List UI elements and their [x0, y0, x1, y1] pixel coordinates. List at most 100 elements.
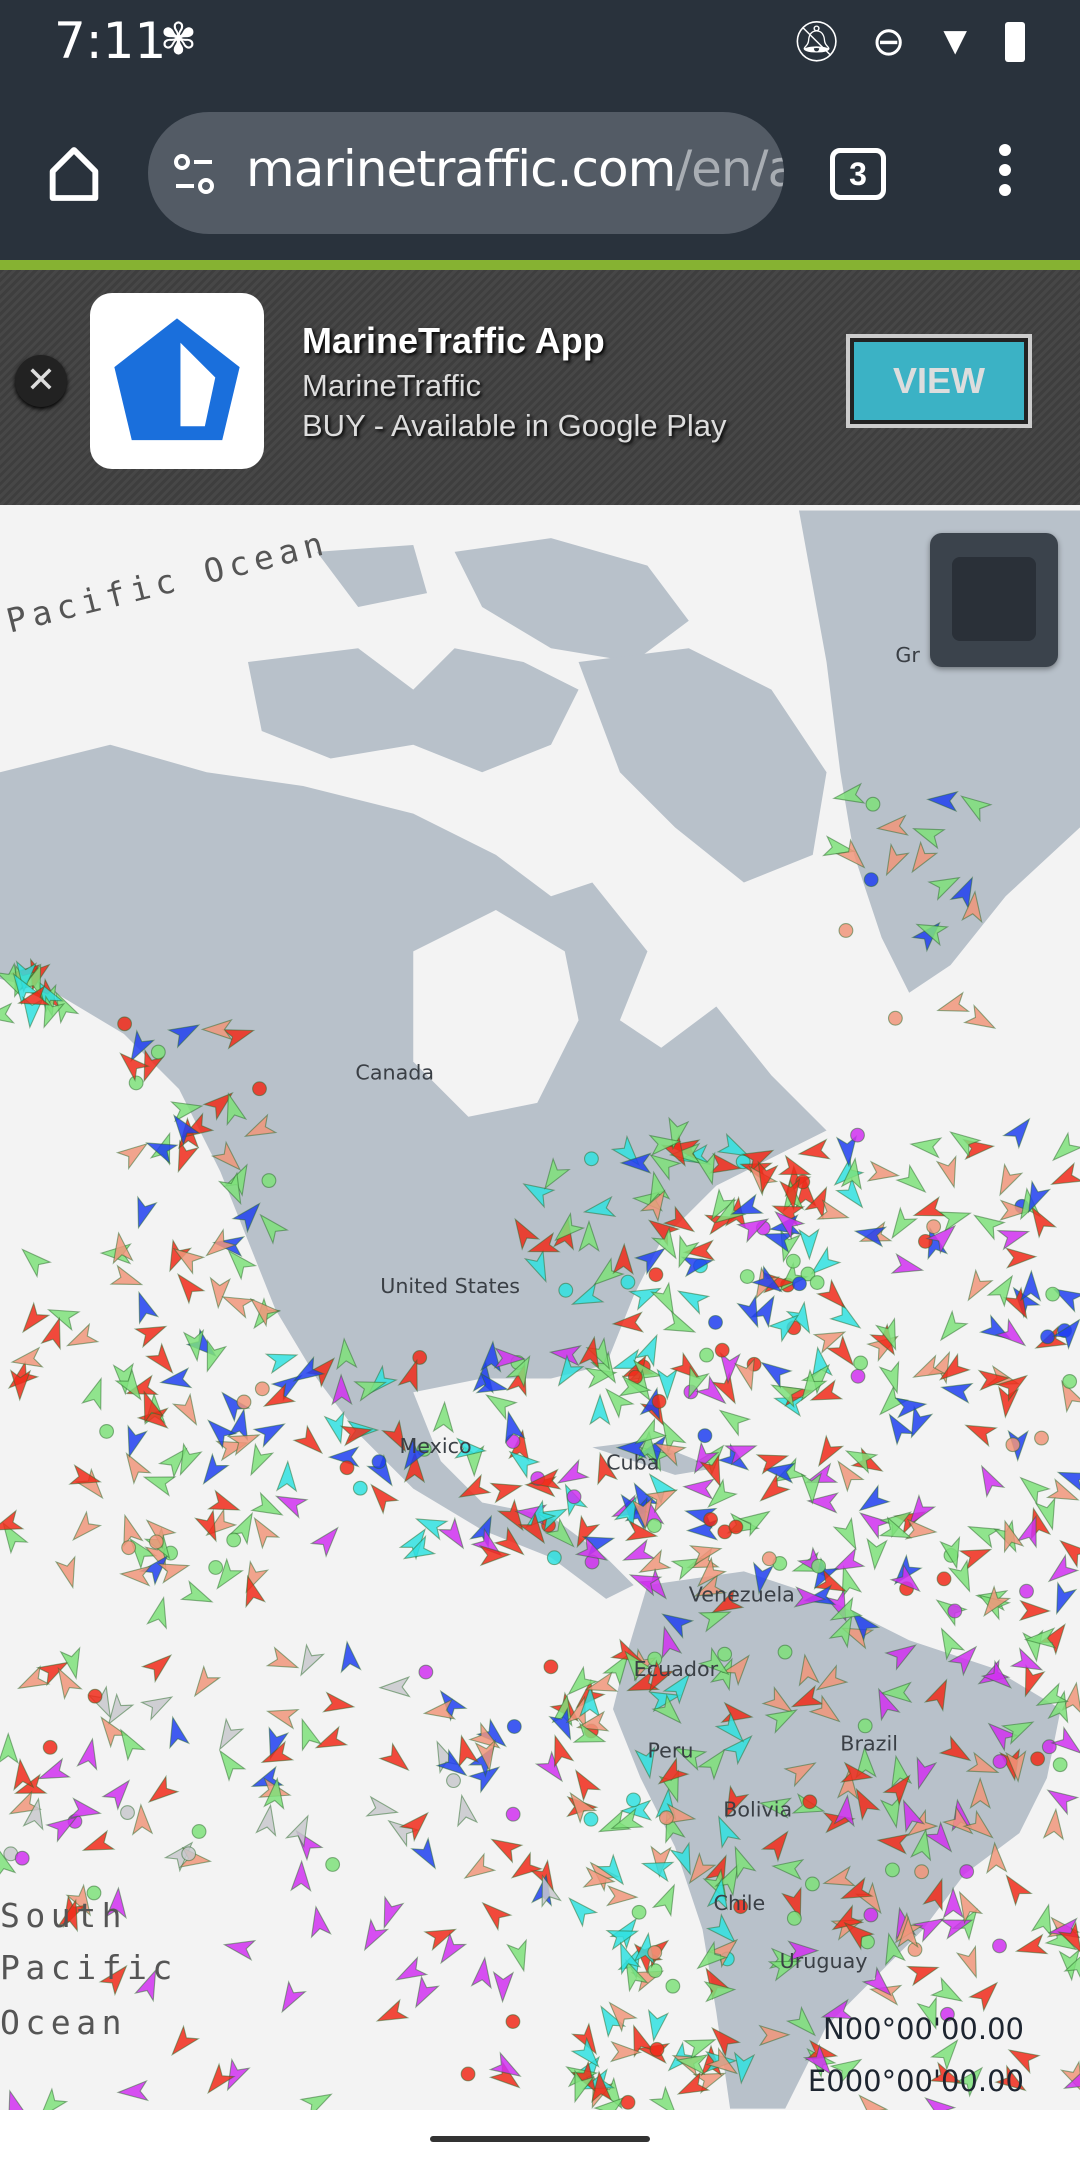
- vessel-marker[interactable]: [398, 1806, 435, 1843]
- vessel-marker[interactable]: [236, 1394, 252, 1410]
- vessel-marker[interactable]: [290, 1859, 312, 1892]
- vessel-marker[interactable]: [10, 1757, 35, 1792]
- vessel-marker[interactable]: [910, 820, 946, 850]
- vessel-marker[interactable]: [275, 1459, 298, 1493]
- vessel-marker[interactable]: [947, 1559, 978, 1595]
- vessel-marker[interactable]: [850, 1368, 866, 1384]
- vessel-marker[interactable]: [714, 1342, 730, 1358]
- app-logo[interactable]: [90, 293, 264, 469]
- vessel-marker[interactable]: [634, 1745, 660, 1780]
- vessel-marker[interactable]: [635, 1548, 672, 1581]
- vessel-marker[interactable]: [0, 962, 28, 999]
- vessel-marker[interactable]: [939, 2006, 955, 2022]
- vessel-marker[interactable]: [212, 1745, 247, 1782]
- vessel-marker[interactable]: [1019, 1583, 1034, 1599]
- vessel-marker[interactable]: [507, 1851, 544, 1885]
- vessel-marker[interactable]: [855, 1746, 877, 1779]
- vessel-marker[interactable]: [506, 1719, 522, 1734]
- vessel-marker[interactable]: [610, 1638, 646, 1670]
- vessel-marker[interactable]: [533, 1873, 562, 1908]
- vessel-marker[interactable]: [767, 1308, 805, 1343]
- vessel-marker[interactable]: [811, 1434, 845, 1471]
- vessel-marker[interactable]: [1030, 1751, 1046, 1767]
- vessel-marker[interactable]: [322, 1691, 356, 1717]
- vessel-marker[interactable]: [866, 1160, 901, 1185]
- vessel-marker[interactable]: [16, 984, 51, 1012]
- vessel-marker[interactable]: [293, 1716, 323, 1752]
- vessel-marker[interactable]: [446, 1773, 461, 1789]
- vessel-marker[interactable]: [423, 1921, 459, 1952]
- vessel-marker[interactable]: [146, 1595, 173, 1630]
- vessel-marker[interactable]: [882, 1770, 917, 1807]
- vessel-marker[interactable]: [1042, 1807, 1066, 1841]
- vessel-marker[interactable]: [728, 1193, 765, 1223]
- vessel-marker[interactable]: [920, 2090, 957, 2110]
- vessel-marker[interactable]: [410, 1836, 444, 1874]
- map-canvas[interactable]: Pacific Ocean Gr Canada United States Me…: [0, 505, 1080, 2110]
- vessel-marker[interactable]: [157, 1442, 194, 1479]
- vessel-marker[interactable]: [771, 1857, 805, 1881]
- vessel-marker[interactable]: [714, 1711, 750, 1747]
- vessel-marker[interactable]: [881, 1409, 915, 1446]
- vessel-marker[interactable]: [120, 1805, 135, 1821]
- vessel-marker[interactable]: [960, 1268, 994, 1305]
- vessel-marker[interactable]: [549, 1211, 586, 1248]
- vessel-marker[interactable]: [599, 1383, 635, 1419]
- vessel-marker[interactable]: [855, 1505, 892, 1540]
- vessel-marker[interactable]: [253, 1209, 289, 1245]
- vessel-marker[interactable]: [671, 1740, 708, 1772]
- vessel-marker[interactable]: [968, 1976, 1004, 2013]
- vessel-marker[interactable]: [1063, 1946, 1080, 1983]
- vessel-marker[interactable]: [994, 1317, 1031, 1353]
- vessel-marker[interactable]: [699, 1347, 715, 1363]
- vessel-marker[interactable]: [66, 1510, 103, 1546]
- vessel-marker[interactable]: [14, 1665, 51, 1697]
- vessel-marker[interactable]: [995, 1368, 1032, 1403]
- vessel-marker[interactable]: [897, 1915, 919, 1949]
- vessel-marker[interactable]: [619, 1799, 653, 1821]
- vessel-marker[interactable]: [708, 1588, 745, 1621]
- vessel-marker[interactable]: [861, 1966, 897, 2002]
- vessel-marker[interactable]: [648, 1132, 682, 1156]
- vessel-marker[interactable]: [613, 1493, 645, 1530]
- vessel-marker[interactable]: [575, 1710, 610, 1737]
- vessel-marker[interactable]: [418, 1664, 434, 1680]
- vessel-marker[interactable]: [80, 1829, 116, 1859]
- vessel-marker[interactable]: [435, 1748, 472, 1783]
- vessel-marker[interactable]: [489, 1476, 524, 1504]
- vessel-marker[interactable]: [710, 1196, 747, 1230]
- vessel-marker[interactable]: [802, 1794, 818, 1810]
- vessel-marker[interactable]: [570, 2036, 606, 2072]
- vessel-marker[interactable]: [878, 1360, 906, 1395]
- vessel-marker[interactable]: [653, 1756, 690, 1792]
- vessel-marker[interactable]: [958, 1541, 994, 1571]
- address-bar[interactable]: marinetraffic.com/en/a: [148, 112, 784, 234]
- vessel-marker[interactable]: [868, 1980, 903, 2006]
- vessel-marker[interactable]: [169, 1139, 200, 1175]
- vessel-marker[interactable]: [728, 1519, 744, 1535]
- vessel-marker[interactable]: [929, 1976, 967, 2009]
- vessel-marker[interactable]: [166, 1017, 204, 1049]
- vessel-marker[interactable]: [927, 869, 964, 901]
- home-gesture-handle[interactable]: [430, 2136, 650, 2142]
- vessel-marker[interactable]: [519, 1176, 556, 1209]
- vessel-marker[interactable]: [662, 1668, 697, 1705]
- vessel-marker[interactable]: [109, 1264, 145, 1294]
- vessel-marker[interactable]: [890, 1252, 925, 1279]
- vessel-marker[interactable]: [0, 1731, 19, 1765]
- vessel-marker[interactable]: [644, 2008, 670, 2043]
- vessel-marker[interactable]: [219, 1091, 248, 1126]
- vessel-marker[interactable]: [961, 890, 984, 924]
- vessel-marker[interactable]: [650, 1281, 682, 1318]
- vessel-marker[interactable]: [212, 1717, 245, 1754]
- map-layers-button[interactable]: [930, 533, 1058, 667]
- vessel-marker[interactable]: [553, 1458, 590, 1491]
- vessel-marker[interactable]: [583, 1151, 599, 1167]
- vessel-marker[interactable]: [618, 1646, 653, 1683]
- vessel-marker[interactable]: [695, 1375, 732, 1410]
- vessel-marker[interactable]: [853, 1222, 888, 1248]
- vessel-marker[interactable]: [682, 1239, 716, 1262]
- vessel-marker[interactable]: [651, 1693, 687, 1729]
- vessel-marker[interactable]: [309, 1522, 344, 1558]
- vessel-marker[interactable]: [703, 1512, 719, 1527]
